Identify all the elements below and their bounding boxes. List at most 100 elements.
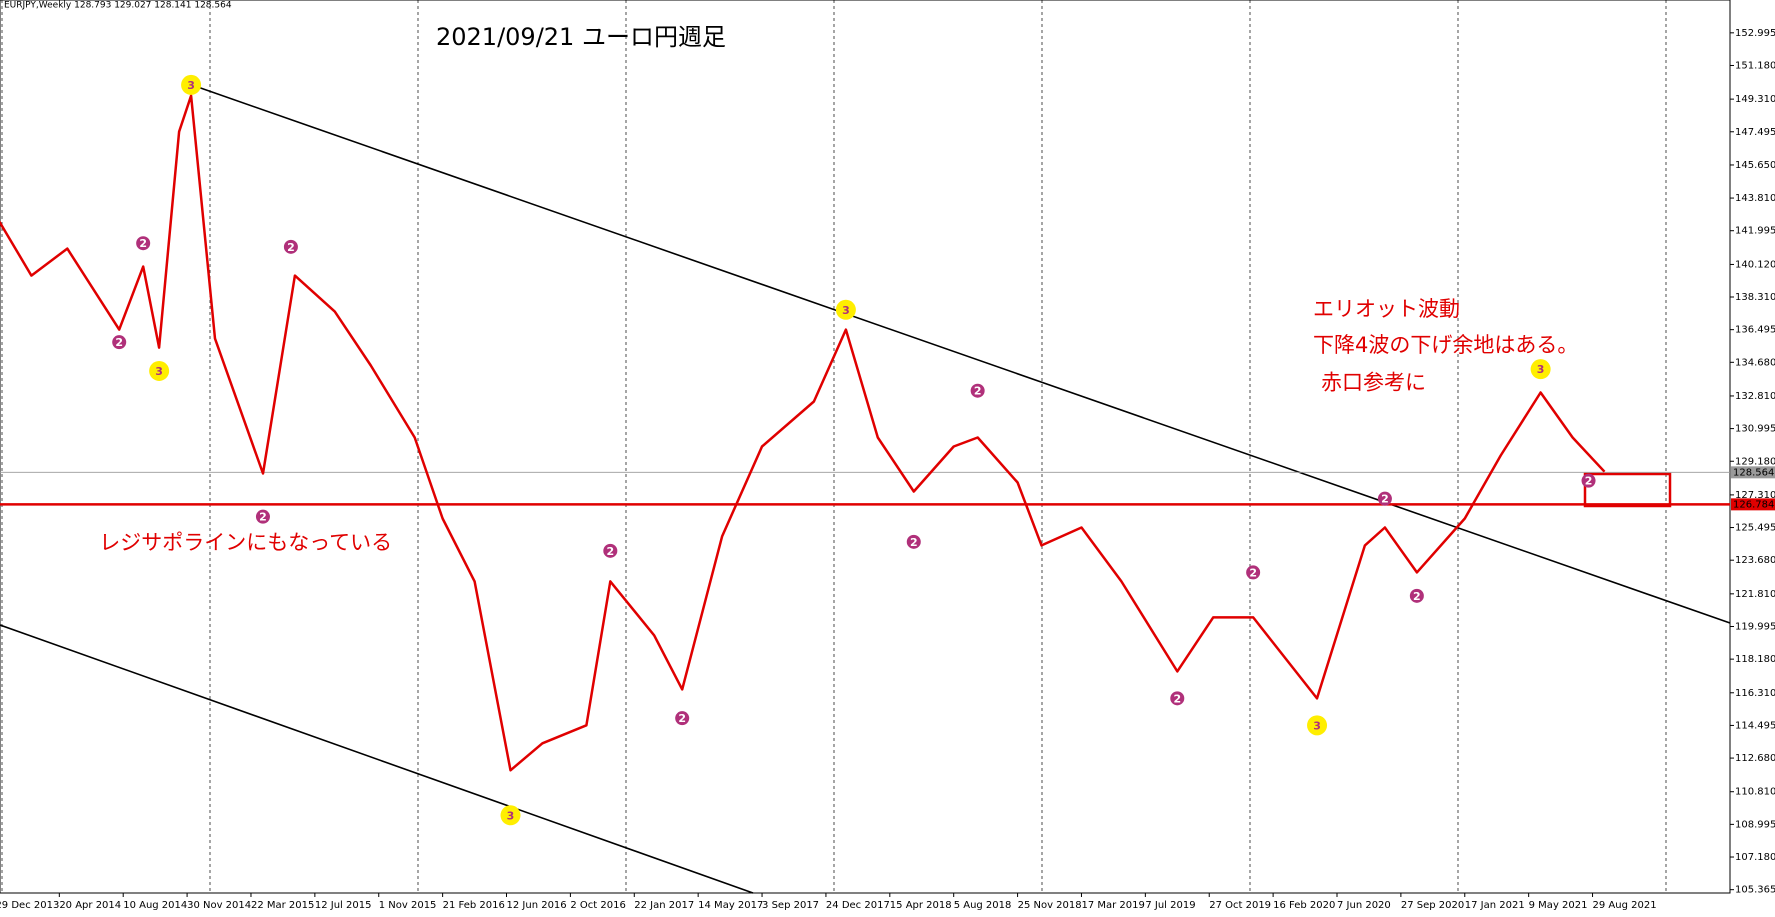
wave-label: 2 xyxy=(259,511,267,524)
wave-label: 2 xyxy=(287,241,295,254)
y-tick-label: 129.180 xyxy=(1735,456,1775,467)
y-tick-label: 107.180 xyxy=(1735,852,1775,863)
price-line xyxy=(0,94,1606,772)
x-tick-label: 27 Oct 2019 xyxy=(1209,900,1271,911)
y-tick-label: 123.680 xyxy=(1735,555,1775,566)
y-tick-label: 143.810 xyxy=(1735,193,1775,204)
price-level-badge xyxy=(1731,498,1775,511)
price-level-label: 128.564 xyxy=(1733,467,1774,478)
y-tick-label: 149.310 xyxy=(1735,94,1775,105)
wave-marker xyxy=(149,360,170,381)
y-tick-label: 141.995 xyxy=(1735,226,1775,237)
x-tick-label: 22 Jan 2017 xyxy=(634,900,694,911)
x-tick-label: 7 Jul 2019 xyxy=(1145,900,1195,911)
wave-label: 2 xyxy=(606,545,614,558)
y-tick-label: 136.495 xyxy=(1735,325,1775,336)
y-tick-label: 138.310 xyxy=(1735,292,1775,303)
annotation: エリオット波動 xyxy=(1313,297,1460,321)
x-tick-label: 25 Nov 2018 xyxy=(1018,900,1082,911)
wave-label: 3 xyxy=(842,304,850,317)
wave-marker xyxy=(1246,565,1261,580)
annotation: 赤口参考に xyxy=(1321,371,1426,395)
x-tick-label: 10 Aug 2014 xyxy=(123,900,187,911)
wave-label: 2 xyxy=(678,712,686,725)
y-tick-label: 112.680 xyxy=(1735,753,1775,764)
wave-label: 3 xyxy=(155,365,163,378)
x-tick-label: 29 Aug 2021 xyxy=(1593,900,1657,911)
wave-label: 2 xyxy=(1381,493,1389,506)
wave-label: 2 xyxy=(1413,590,1421,603)
x-tick-label: 21 Feb 2016 xyxy=(443,900,505,911)
wave-marker xyxy=(500,805,521,826)
wave-label: 3 xyxy=(507,809,515,822)
y-tick-label: 127.310 xyxy=(1735,490,1775,501)
y-tick-label: 110.810 xyxy=(1735,787,1775,798)
annotation: レジサポラインにもなっている xyxy=(99,531,392,555)
y-tick-label: 119.995 xyxy=(1735,621,1775,632)
x-tick-label: 22 Mar 2015 xyxy=(251,900,314,911)
wave-label: 3 xyxy=(187,79,195,92)
y-tick-label: 105.365 xyxy=(1735,885,1775,896)
wave-label: 2 xyxy=(910,536,918,549)
wave-label: 2 xyxy=(1249,566,1257,579)
x-tick-label: 3 Sep 2017 xyxy=(762,900,819,911)
wave-marker xyxy=(1170,691,1185,706)
x-tick-label: 2 Oct 2016 xyxy=(570,900,625,911)
x-tick-label: 15 Apr 2018 xyxy=(890,900,952,911)
x-tick-label: 24 Dec 2017 xyxy=(826,900,890,911)
y-tick-label: 125.495 xyxy=(1735,523,1775,534)
y-tick-label: 114.495 xyxy=(1735,720,1775,731)
y-tick-label: 121.810 xyxy=(1735,589,1775,600)
wave-marker xyxy=(1409,588,1424,603)
x-tick-label: 1 Nov 2015 xyxy=(379,900,437,911)
wave-label: 3 xyxy=(1313,719,1321,732)
wave-marker xyxy=(970,383,985,398)
trend-line-lower xyxy=(0,624,754,894)
price-level-label: 126.784 xyxy=(1733,499,1774,510)
wave-label: 3 xyxy=(1537,363,1545,376)
wave-label: 2 xyxy=(974,385,982,398)
wave-marker xyxy=(675,711,690,726)
y-tick-label: 134.680 xyxy=(1735,357,1775,368)
wave-marker xyxy=(255,509,270,524)
wave-marker xyxy=(835,299,856,320)
wave-marker xyxy=(603,543,618,558)
y-tick-label: 118.180 xyxy=(1735,654,1775,665)
wave-marker xyxy=(1530,359,1551,380)
y-tick-label: 140.120 xyxy=(1735,259,1775,270)
y-tick-label: 132.810 xyxy=(1735,391,1775,402)
x-tick-label: 12 Jul 2015 xyxy=(315,900,372,911)
wave-marker xyxy=(181,74,202,95)
y-tick-label: 147.495 xyxy=(1735,127,1775,138)
wave-label: 2 xyxy=(115,336,123,349)
x-tick-label: 16 Feb 2020 xyxy=(1273,900,1335,911)
x-tick-label: 20 Apr 2014 xyxy=(59,900,121,911)
x-tick-label: 17 Jan 2021 xyxy=(1465,900,1525,911)
wave-label: 2 xyxy=(139,237,147,250)
price-level-badge xyxy=(1731,466,1775,479)
y-tick-label: 116.310 xyxy=(1735,688,1775,699)
x-tick-label: 9 May 2021 xyxy=(1529,900,1588,911)
y-tick-label: 108.995 xyxy=(1735,819,1775,830)
target-box xyxy=(1583,472,1672,508)
symbol-info: EURJPY,Weekly 128.793 129.027 128.141 12… xyxy=(4,1,232,11)
grid xyxy=(1,0,1667,893)
x-tick-label: 30 Nov 2014 xyxy=(187,900,251,911)
y-tick-label: 151.180 xyxy=(1735,60,1775,71)
x-tick-label: 17 Mar 2019 xyxy=(1081,900,1144,911)
x-tick-label: 27 Sep 2020 xyxy=(1401,900,1464,911)
wave-marker xyxy=(1307,715,1328,736)
wave-marker xyxy=(136,236,151,251)
wave-marker xyxy=(283,239,298,254)
x-tick-label: 7 Jun 2020 xyxy=(1337,900,1391,911)
annotation: 下降4波の下げ余地はある。 xyxy=(1313,333,1578,357)
x-tick-label: 29 Dec 2013 xyxy=(0,900,59,911)
y-tick-label: 152.995 xyxy=(1735,28,1775,39)
x-tick-label: 14 May 2017 xyxy=(698,900,763,911)
chart-title: 2021/09/21 ユーロ円週足 xyxy=(436,23,726,51)
wave-marker xyxy=(906,534,921,549)
wave-label: 2 xyxy=(1173,692,1181,705)
y-tick-label: 130.995 xyxy=(1735,424,1775,435)
